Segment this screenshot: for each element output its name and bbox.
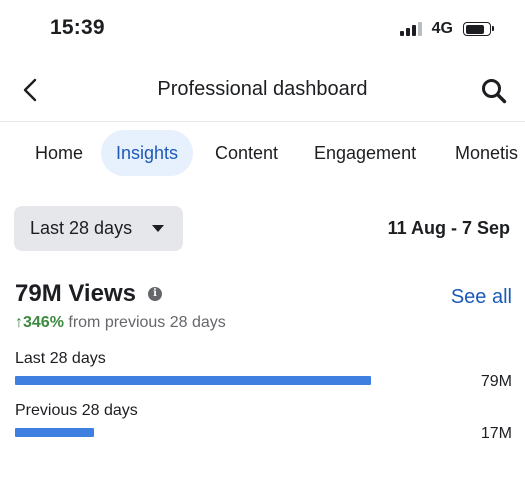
page-title: Professional dashboard (157, 78, 368, 100)
app-header: Professional dashboard (0, 60, 525, 122)
info-icon[interactable]: i (147, 287, 162, 301)
cellular-signal-icon (399, 22, 422, 36)
search-button[interactable] (479, 76, 509, 106)
growth-indicator: ↑346% from previous 28 days (15, 314, 512, 332)
tab-insights[interactable]: Insights (101, 130, 194, 176)
bar-track (15, 428, 455, 437)
period-dropdown[interactable]: Last 28 days (14, 206, 183, 251)
bar-fill-current (15, 376, 372, 385)
views-summary: 79M Views i See all ↑346% from previous … (15, 280, 512, 332)
tab-home[interactable]: Home (35, 143, 84, 163)
battery-level (465, 24, 484, 34)
caret-down-icon (152, 225, 164, 232)
views-heading: 79M Views i (15, 280, 512, 308)
comparison-row-previous: Previous 28 days 17M (15, 402, 512, 442)
status-indicators: 4G (399, 20, 494, 38)
bar-value: 79M (480, 373, 512, 390)
bar-label: Previous 28 days (15, 402, 138, 419)
status-time: 15:39 (50, 16, 105, 39)
status-bar: 15:39 4G (0, 0, 525, 60)
growth-arrow-icon: ↑ (15, 314, 23, 331)
growth-percent: 346% (23, 314, 64, 331)
see-all-link[interactable]: See all (450, 286, 512, 308)
tab-engagement[interactable]: Engagement (314, 143, 417, 163)
back-button[interactable] (18, 75, 42, 105)
date-range: 11 Aug - 7 Sep (387, 218, 510, 238)
filter-row: Last 28 days 11 Aug - 7 Sep (14, 206, 514, 252)
comparison-row-current: Last 28 days 79M (15, 350, 512, 390)
network-type: 4G (431, 20, 453, 37)
search-icon (482, 79, 507, 104)
growth-text: from previous 28 days (68, 314, 226, 331)
bar-fill-previous (15, 428, 95, 437)
chevron-left-icon (23, 78, 37, 102)
tab-monetisation[interactable]: Monetis (455, 143, 519, 163)
battery-icon (463, 22, 494, 36)
bar-value: 17M (480, 425, 512, 442)
period-dropdown-label: Last 28 days (30, 218, 133, 238)
bar-label: Last 28 days (15, 350, 106, 367)
bar-track (15, 376, 455, 385)
dashboard-tabs: Home Insights Content Engagement Monetis (0, 130, 525, 176)
views-total: 79M Views (15, 280, 136, 307)
tab-content[interactable]: Content (215, 143, 279, 163)
